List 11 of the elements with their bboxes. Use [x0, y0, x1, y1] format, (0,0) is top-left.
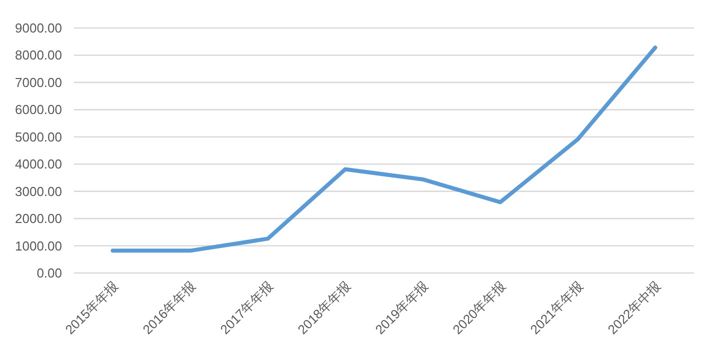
- y-tick-label: 8000.00: [15, 48, 62, 63]
- y-tick-label: 6000.00: [15, 102, 62, 118]
- y-tick-label: 9000.00: [15, 20, 62, 36]
- y-tick-label: 7000.00: [15, 74, 62, 90]
- line-series: [110, 46, 658, 253]
- y-tick-label: 0.00: [36, 266, 62, 280]
- y-tick-label: 5000.00: [15, 129, 62, 144]
- y-tick-label: 2000.00: [15, 211, 62, 226]
- y-tick-label: 1000.00: [15, 238, 62, 254]
- y-tick-label: 3000.00: [15, 184, 62, 199]
- y-tick-label: 4000.00: [15, 156, 62, 172]
